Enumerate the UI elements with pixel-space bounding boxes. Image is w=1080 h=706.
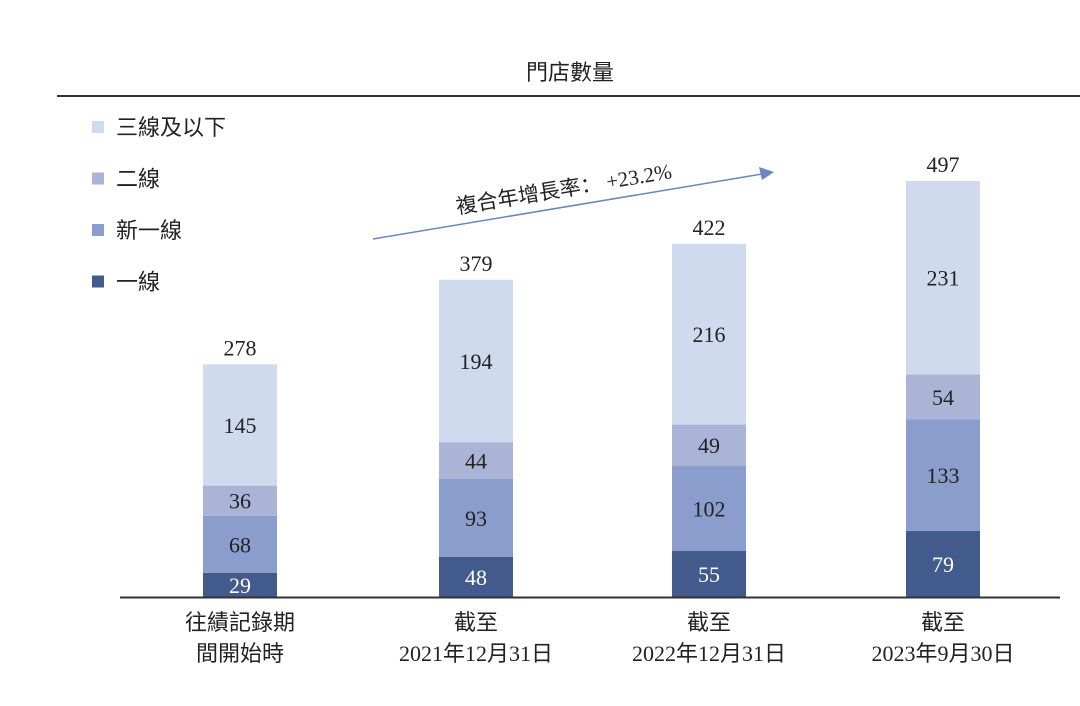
- legend-swatch: [92, 224, 104, 236]
- segment-value-label: 29: [229, 573, 251, 598]
- bar-segment: [906, 419, 980, 531]
- segment-value-label: 133: [927, 463, 960, 488]
- total-value-label: 278: [224, 335, 257, 360]
- bar-segment: [203, 485, 277, 516]
- segment-value-label: 216: [693, 322, 726, 347]
- legend-label: 三線及以下: [116, 115, 226, 140]
- bar-segment: [906, 181, 980, 375]
- x-tick-label: 2022年12月31日: [632, 641, 786, 666]
- legend-label: 二線: [116, 167, 160, 192]
- bar-segment: [203, 364, 277, 486]
- segment-value-label: 68: [229, 532, 251, 557]
- segment-value-label: 102: [693, 496, 726, 521]
- segment-value-label: 194: [460, 349, 493, 374]
- x-tick-label: 截至: [687, 610, 731, 635]
- bar-segment: [439, 478, 513, 557]
- segment-value-label: 93: [465, 506, 487, 531]
- x-axis-labels: 往績記錄期間開始時截至2021年12月31日截至2022年12月31日截至202…: [185, 610, 1015, 666]
- x-tick-label: 截至: [921, 610, 965, 635]
- bar-segment: [672, 424, 746, 466]
- bar-segment: [672, 243, 746, 425]
- bar-segment: [906, 530, 980, 597]
- legend-swatch: [92, 172, 104, 185]
- total-value-label: 497: [927, 152, 960, 177]
- bar-segment: [439, 442, 513, 479]
- cagr-arrowhead: [759, 167, 774, 180]
- segment-value-label: 48: [465, 565, 487, 590]
- segment-value-label: 145: [224, 413, 257, 438]
- bar-segment: [439, 556, 513, 597]
- bars: 29 68 36 145 278 48 93 44 194 379 55 102 49 216 422 79 1…: [203, 152, 980, 598]
- segment-value-label: 49: [698, 433, 720, 458]
- bar-segment: [203, 572, 277, 597]
- segment-value-label: 55: [698, 562, 720, 587]
- legend-swatch: [92, 121, 104, 133]
- x-tick-label: 間開始時: [196, 641, 284, 666]
- segment-value-label: 36: [229, 489, 251, 514]
- bar-segment: [672, 550, 746, 597]
- total-value-label: 379: [460, 251, 493, 276]
- legend-label: 一線: [116, 270, 160, 295]
- x-tick-label: 2023年9月30日: [871, 641, 1014, 666]
- chart-title: 門店數量: [526, 60, 614, 85]
- segment-value-label: 54: [932, 385, 954, 410]
- legend-swatch: [92, 275, 104, 288]
- x-tick-label: 2021年12月31日: [399, 641, 553, 666]
- bar-segment: [906, 374, 980, 420]
- segment-value-label: 44: [465, 449, 487, 474]
- segment-value-label: 231: [927, 266, 960, 291]
- cagr-label: 複合年增長率： +23.2%: [454, 159, 673, 219]
- bar-segment: [439, 279, 513, 443]
- segment-value-label: 79: [932, 552, 954, 577]
- x-tick-label: 截至: [454, 610, 498, 635]
- legend-label: 新一線: [116, 218, 182, 243]
- cagr-arrow: [372, 173, 763, 240]
- bar-segment: [672, 465, 746, 551]
- bar-segment: [203, 515, 277, 573]
- total-value-label: 422: [693, 215, 726, 240]
- x-tick-label: 往績記錄期: [185, 610, 295, 635]
